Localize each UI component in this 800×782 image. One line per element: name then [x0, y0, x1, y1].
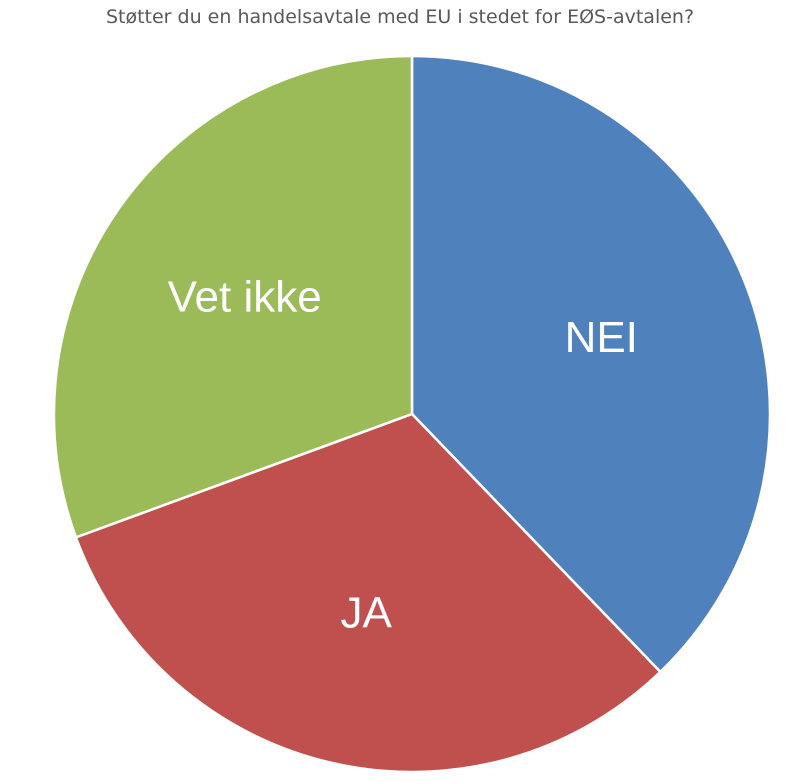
chart-title: Støtter du en handelsavtale med EU i ste…	[105, 6, 695, 28]
pie-slice-nei	[410, 54, 772, 674]
pie-label-vet-ikke: Vet ikke	[168, 273, 322, 322]
pie-slice-ja	[74, 412, 662, 774]
pie-label-ja: JA	[341, 588, 393, 637]
pie-labels: NEI JA Vet ikke	[168, 273, 638, 638]
pie-label-nei: NEI	[565, 313, 638, 362]
pie-slices	[52, 54, 772, 774]
pie-slice-vet-ikke	[52, 54, 414, 539]
